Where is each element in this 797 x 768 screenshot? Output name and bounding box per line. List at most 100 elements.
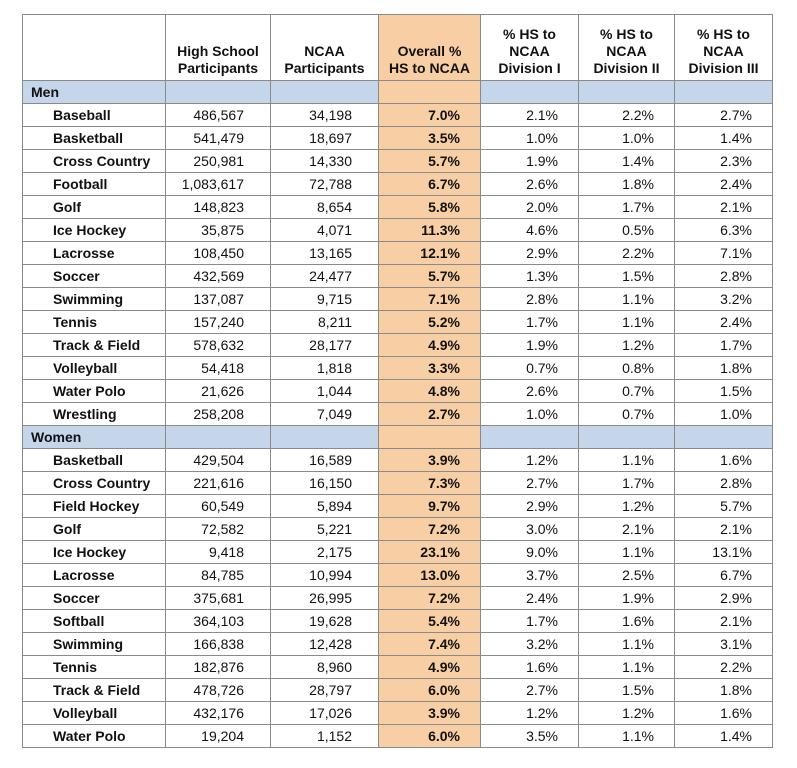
value-cell: 1.6% <box>674 701 773 725</box>
data-row: Swimming 166,838 12,428 7.4% 3.2% 1.1% 3.1% <box>22 632 773 656</box>
value-cell: 5.2% <box>378 310 481 334</box>
value-cell: 0.7% <box>578 402 675 426</box>
value-cell: 1.9% <box>480 149 579 173</box>
sport-name: Football <box>22 172 166 196</box>
value-cell: 2.2% <box>578 103 675 127</box>
value-cell: 8,654 <box>270 195 379 219</box>
sport-name: Volleyball <box>22 356 166 380</box>
sport-name: Field Hockey <box>22 494 166 518</box>
value-cell: 2.1% <box>674 195 773 219</box>
value-cell: 60,549 <box>165 494 271 518</box>
value-cell: 2.1% <box>480 103 579 127</box>
value-cell: 1.0% <box>480 402 579 426</box>
value-cell: 9,418 <box>165 540 271 564</box>
sport-name: Basketball <box>22 126 166 150</box>
value-cell: 578,632 <box>165 333 271 357</box>
column-header: Overall % HS to NCAA <box>378 14 481 81</box>
data-row: Basketball 541,479 18,697 3.5% 1.0% 1.0% 1.4% <box>22 126 773 150</box>
section-title: Men <box>22 80 166 104</box>
value-cell: 6.7% <box>378 172 481 196</box>
header-line: High School <box>177 43 259 59</box>
value-cell: 5,894 <box>270 494 379 518</box>
value-cell: 3.3% <box>378 356 481 380</box>
value-cell: 2.8% <box>480 287 579 311</box>
value-cell: 1.5% <box>578 678 675 702</box>
value-cell: 2,175 <box>270 540 379 564</box>
value-cell: 3.9% <box>378 701 481 725</box>
sport-name: Baseball <box>22 103 166 127</box>
value-cell: 1.1% <box>578 448 675 472</box>
data-row: Baseball 486,567 34,198 7.0% 2.1% 2.2% 2.7% <box>22 103 773 127</box>
value-cell: 5,221 <box>270 517 379 541</box>
value-cell: 7.3% <box>378 471 481 495</box>
data-row: Ice Hockey 9,418 2,175 23.1% 9.0% 1.1% 13.1% <box>22 540 773 564</box>
value-cell: 2.2% <box>674 655 773 679</box>
value-cell: 1.6% <box>674 448 773 472</box>
header-line: NCAA <box>304 43 345 59</box>
value-cell: 2.1% <box>578 517 675 541</box>
data-row: Basketball 429,504 16,589 3.9% 1.2% 1.1% 1.6% <box>22 448 773 472</box>
value-cell: 2.4% <box>674 172 773 196</box>
data-row: Water Polo 19,204 1,152 6.0% 3.5% 1.1% 1.4% <box>22 724 773 748</box>
value-cell: 1.7% <box>674 333 773 357</box>
value-cell: 1.4% <box>674 126 773 150</box>
value-cell: 258,208 <box>165 402 271 426</box>
value-cell: 4.6% <box>480 218 579 242</box>
value-cell: 1.0% <box>578 126 675 150</box>
value-cell: 8,960 <box>270 655 379 679</box>
value-cell: 1.9% <box>480 333 579 357</box>
data-row: Lacrosse 84,785 10,994 13.0% 3.7% 2.5% 6.7% <box>22 563 773 587</box>
value-cell: 2.9% <box>674 586 773 610</box>
value-cell: 12,428 <box>270 632 379 656</box>
data-row: Football 1,083,617 72,788 6.7% 2.6% 1.8% 2.4% <box>22 172 773 196</box>
value-cell: 2.2% <box>578 241 675 265</box>
section-row: Men <box>22 80 773 104</box>
value-cell: 28,177 <box>270 333 379 357</box>
value-cell: 0.7% <box>480 356 579 380</box>
data-row: Soccer 375,681 26,995 7.2% 2.4% 1.9% 2.9% <box>22 586 773 610</box>
sport-name: Ice Hockey <box>22 540 166 564</box>
empty-cell <box>270 425 379 449</box>
empty-cell <box>674 80 773 104</box>
value-cell: 0.8% <box>578 356 675 380</box>
value-cell: 34,198 <box>270 103 379 127</box>
value-cell: 54,418 <box>165 356 271 380</box>
value-cell: 1,044 <box>270 379 379 403</box>
value-cell: 17,026 <box>270 701 379 725</box>
data-row: Cross Country 250,981 14,330 5.7% 1.9% 1.4% 2.… <box>22 149 773 173</box>
sport-name: Swimming <box>22 287 166 311</box>
value-cell: 7.1% <box>674 241 773 265</box>
sport-name: Swimming <box>22 632 166 656</box>
header-line: % HS to <box>503 26 556 42</box>
value-cell: 1.1% <box>578 287 675 311</box>
sport-name: Water Polo <box>22 379 166 403</box>
value-cell: 2.3% <box>674 149 773 173</box>
header-line: % HS to <box>697 26 750 42</box>
value-cell: 18,697 <box>270 126 379 150</box>
data-row: Track & Field 478,726 28,797 6.0% 2.7% 1.5% 1.… <box>22 678 773 702</box>
header-line: Participants <box>284 60 365 76</box>
data-row: Cross Country 221,616 16,150 7.3% 2.7% 1.7% 2.… <box>22 471 773 495</box>
value-cell: 5.8% <box>378 195 481 219</box>
section-row: Women <box>22 425 773 449</box>
value-cell: 7.2% <box>378 517 481 541</box>
value-cell: 1.7% <box>480 609 579 633</box>
value-cell: 1.1% <box>578 655 675 679</box>
value-cell: 1.6% <box>578 609 675 633</box>
data-row: Golf 148,823 8,654 5.8% 2.0% 1.7% 2.1% <box>22 195 773 219</box>
table-body: Men Baseball 486,567 34,198 7.0% 2.1% 2.2% 2.7%… <box>22 80 773 748</box>
value-cell: 7.2% <box>378 586 481 610</box>
sport-name: Track & Field <box>22 678 166 702</box>
column-header: % HS to NCAA Division III <box>674 14 773 81</box>
value-cell: 1.2% <box>578 494 675 518</box>
sport-name: Soccer <box>22 264 166 288</box>
empty-cell <box>270 80 379 104</box>
value-cell: 72,582 <box>165 517 271 541</box>
sport-name: Wrestling <box>22 402 166 426</box>
data-row: Tennis 157,240 8,211 5.2% 1.7% 1.1% 2.4% <box>22 310 773 334</box>
value-cell: 9,715 <box>270 287 379 311</box>
section-title: Women <box>22 425 166 449</box>
value-cell: 1.8% <box>674 678 773 702</box>
value-cell: 1.7% <box>480 310 579 334</box>
